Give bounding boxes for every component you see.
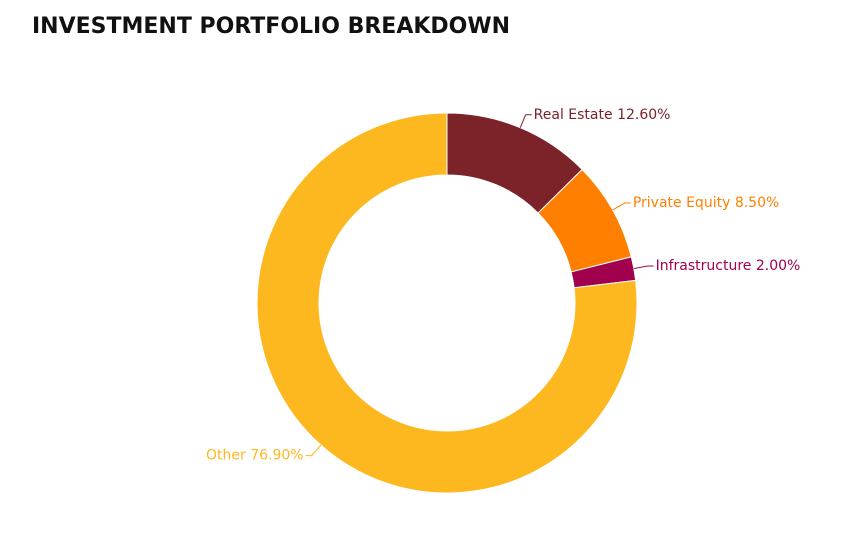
slice-name: Infrastructure bbox=[656, 258, 752, 274]
leader-line bbox=[633, 265, 654, 270]
slice-name: Other bbox=[206, 448, 246, 464]
donut-slice bbox=[256, 112, 638, 494]
slice-label: Other 76.90% bbox=[206, 448, 304, 464]
slice-label: Private Equity 8.50% bbox=[633, 195, 779, 211]
leader-line bbox=[519, 114, 532, 128]
leader-line bbox=[305, 444, 322, 457]
chart-title: INVESTMENT PORTFOLIO BREAKDOWN bbox=[32, 14, 510, 39]
slice-label: Infrastructure 2.00% bbox=[656, 258, 801, 274]
slice-value: 8.50% bbox=[735, 195, 779, 211]
leader-line bbox=[612, 202, 631, 211]
slice-value: 12.60% bbox=[617, 107, 670, 123]
slice-value: 76.90% bbox=[250, 448, 303, 464]
slice-label: Real Estate 12.60% bbox=[534, 107, 671, 123]
slice-value: 2.00% bbox=[756, 258, 800, 274]
slice-name: Private Equity bbox=[633, 195, 731, 211]
slice-name: Real Estate bbox=[534, 107, 613, 123]
